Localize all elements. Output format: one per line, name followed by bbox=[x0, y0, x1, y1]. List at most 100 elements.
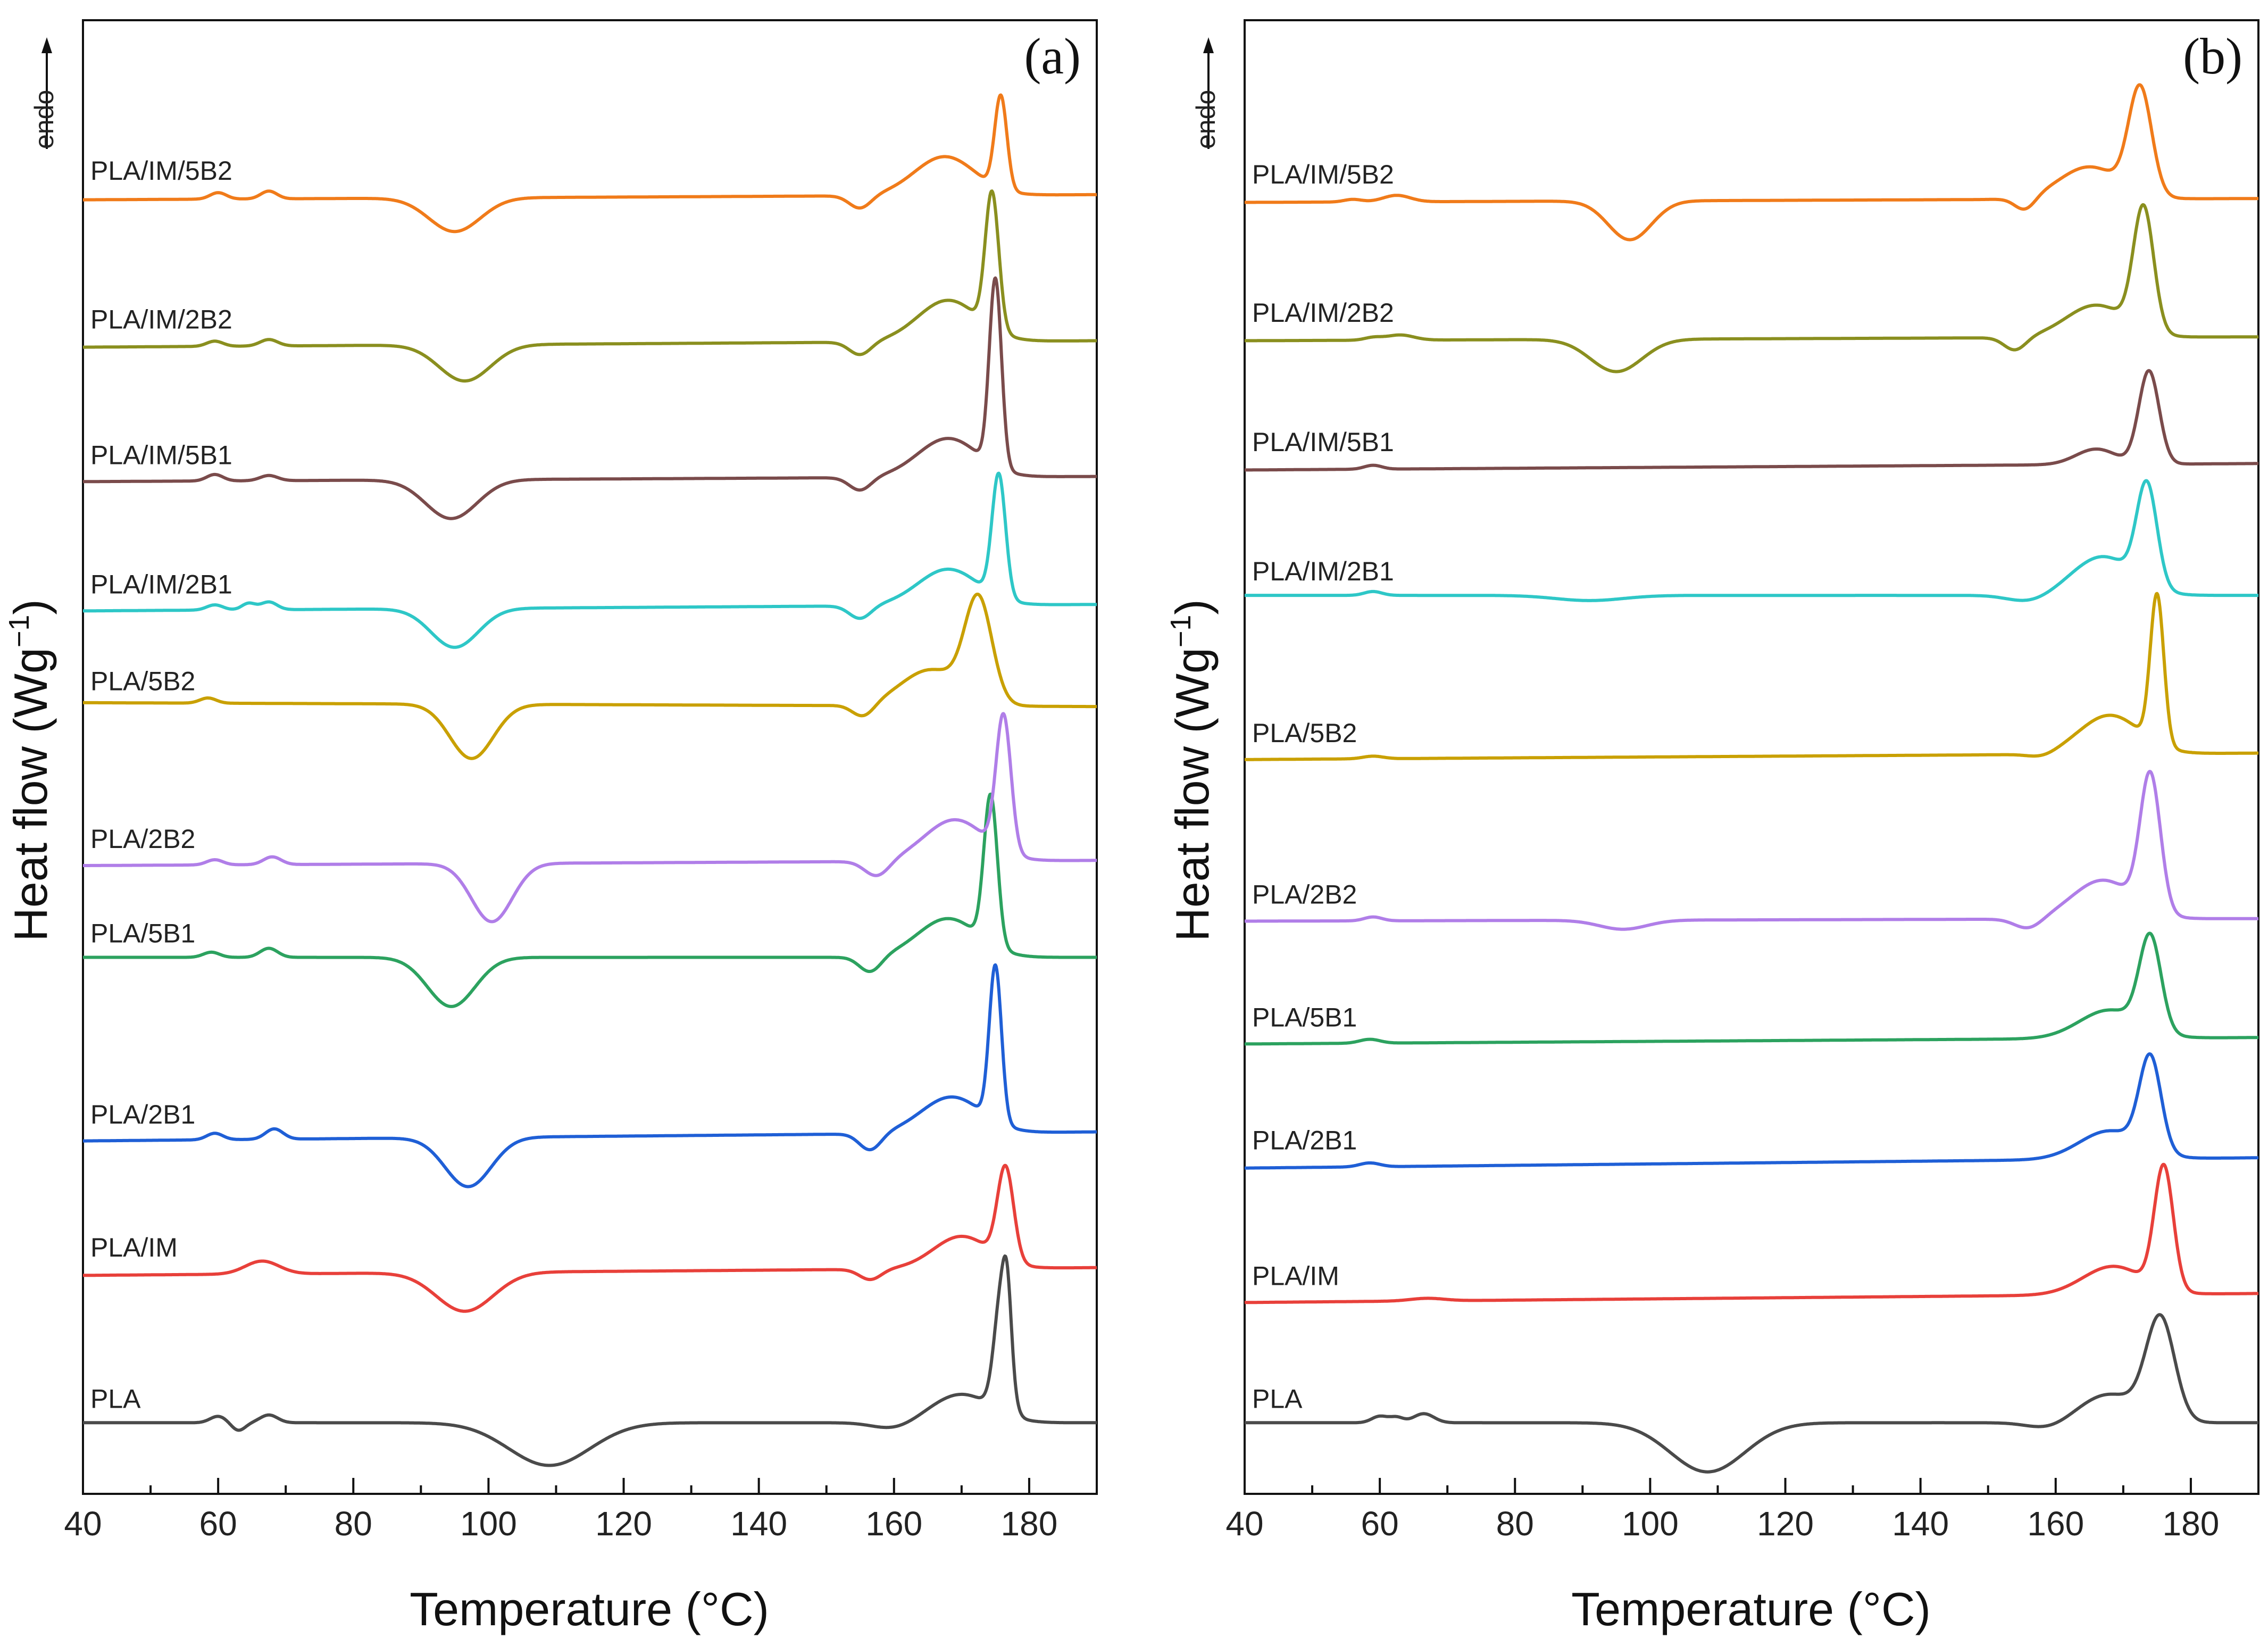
x-tick-label: 60 bbox=[1361, 1504, 1399, 1543]
y-axis-title-a: Heat flow (Wg−1) bbox=[3, 599, 57, 941]
series-pla-5b1: PLA/5B1 bbox=[82, 792, 1098, 1008]
series-line bbox=[82, 93, 1098, 234]
series-label: PLA/IM/2B2 bbox=[90, 304, 232, 334]
series-pla-im-2b1: PLA/IM/2B1 bbox=[1244, 479, 2259, 602]
plot-frame bbox=[82, 19, 1098, 1495]
series-line bbox=[1244, 83, 2259, 242]
series-label: PLA/IM/2B1 bbox=[1252, 556, 1394, 586]
x-tick-label: 140 bbox=[730, 1504, 787, 1543]
y-axis-title-superscript: −1 bbox=[1165, 615, 1197, 648]
x-tick-label: 180 bbox=[1001, 1504, 1058, 1543]
x-tick-label: 180 bbox=[2163, 1504, 2220, 1543]
series-label: PLA/IM/5B1 bbox=[1252, 427, 1394, 457]
series-label: PLA/IM/5B2 bbox=[90, 156, 232, 186]
series-label: PLA/IM/5B2 bbox=[1252, 160, 1394, 189]
series-line bbox=[1244, 1313, 2259, 1474]
series-line bbox=[1244, 479, 2259, 602]
series-label: PLA/2B1 bbox=[1252, 1125, 1357, 1155]
series-pla-im-5b2: PLA/IM/5B2 bbox=[1244, 83, 2259, 242]
series-label: PLA/5B1 bbox=[90, 919, 195, 949]
series-line bbox=[82, 471, 1098, 649]
svg-text:Heat flow (Wg−1): Heat flow (Wg−1) bbox=[1165, 599, 1219, 941]
series-line bbox=[1244, 1162, 2259, 1304]
series-pla-im: PLA/IM bbox=[1244, 1162, 2259, 1304]
endo-arrow-head-icon bbox=[1203, 37, 1214, 53]
series-pla-2b1: PLA/2B1 bbox=[82, 963, 1098, 1188]
panel-a: 40 60 80 100 120 140 160 180 (a) PLA PLA/IM PLA/2B1… bbox=[64, 19, 1098, 1543]
series-label: PLA/2B2 bbox=[90, 824, 195, 854]
series-pla-2b2: PLA/2B2 bbox=[1244, 770, 2259, 931]
plot-frame bbox=[1244, 19, 2259, 1495]
x-tick-label: 80 bbox=[335, 1504, 372, 1543]
panel-b: 40 60 80 100 120 140 160 180 (b) PLA PLA/IM PLA/2B1… bbox=[1225, 19, 2259, 1543]
x-tick-label: 140 bbox=[1892, 1504, 1949, 1543]
panel-label: (a) bbox=[1024, 28, 1081, 85]
series-pla-2b1: PLA/2B1 bbox=[1244, 1052, 2259, 1170]
y-axis-title-superscript: −1 bbox=[3, 615, 35, 648]
series-pla-im-2b2: PLA/IM/2B2 bbox=[82, 189, 1098, 383]
series-line bbox=[1244, 592, 2259, 761]
endo-arrow-head-icon bbox=[41, 37, 52, 53]
series-line bbox=[82, 1163, 1098, 1313]
series-line bbox=[1244, 770, 2259, 931]
series-pla-im: PLA/IM bbox=[82, 1163, 1098, 1313]
series-label: PLA/IM/2B2 bbox=[1252, 298, 1394, 328]
series-label: PLA/5B1 bbox=[1252, 1003, 1357, 1033]
panel-label: (b) bbox=[2183, 28, 2242, 85]
series-pla-im-5b1: PLA/IM/5B1 bbox=[1244, 369, 2259, 472]
series-label: PLA bbox=[90, 1384, 141, 1414]
series-line bbox=[1244, 203, 2259, 373]
series-label: PLA/IM/5B1 bbox=[90, 440, 232, 470]
endo-label: endo bbox=[1191, 90, 1221, 149]
x-tick-label: 120 bbox=[1757, 1504, 1814, 1543]
series-line bbox=[82, 1254, 1098, 1467]
series-label: PLA bbox=[1252, 1384, 1303, 1414]
y-axis-title-text: Heat flow (Wg bbox=[1166, 647, 1219, 942]
series-line bbox=[82, 792, 1098, 1008]
series-line bbox=[82, 712, 1098, 924]
y-axis-title-close: ) bbox=[4, 599, 57, 614]
endo-indicator-b: endo bbox=[1191, 37, 1221, 149]
series-label: PLA/IM/2B1 bbox=[90, 569, 232, 599]
x-tick-label: 160 bbox=[865, 1504, 922, 1543]
x-axis-title-a: Temperature (°C) bbox=[410, 1583, 769, 1635]
series-pla: PLA bbox=[1244, 1313, 2259, 1474]
series-pla-2b2: PLA/2B2 bbox=[82, 712, 1098, 924]
series-label: PLA/IM bbox=[90, 1233, 178, 1262]
y-axis-title-text: Heat flow (Wg bbox=[4, 647, 57, 942]
series-line bbox=[82, 593, 1098, 760]
series-line bbox=[1244, 369, 2259, 472]
series-pla-im-2b1: PLA/IM/2B1 bbox=[82, 471, 1098, 649]
x-tick-label: 80 bbox=[1496, 1504, 1534, 1543]
series-pla-im-5b2: PLA/IM/5B2 bbox=[82, 93, 1098, 234]
series-pla-im-5b1: PLA/IM/5B1 bbox=[82, 276, 1098, 520]
x-tick-label: 40 bbox=[64, 1504, 102, 1543]
y-axis-title-close: ) bbox=[1166, 599, 1219, 614]
x-tick-label: 60 bbox=[199, 1504, 237, 1543]
series-label: PLA/2B1 bbox=[90, 1100, 195, 1129]
series-pla-5b1: PLA/5B1 bbox=[1244, 932, 2259, 1046]
series-line bbox=[82, 276, 1098, 520]
series-line bbox=[1244, 932, 2259, 1046]
series-pla-5b2: PLA/5B2 bbox=[82, 593, 1098, 760]
series-label: PLA/IM bbox=[1252, 1261, 1339, 1291]
x-tick-label: 160 bbox=[2027, 1504, 2084, 1543]
series-line bbox=[82, 189, 1098, 383]
series-pla-5b2: PLA/5B2 bbox=[1244, 592, 2259, 761]
endo-indicator-a: endo bbox=[29, 37, 59, 149]
endo-label: endo bbox=[29, 90, 59, 149]
series-pla: PLA bbox=[82, 1254, 1098, 1467]
series-pla-im-2b2: PLA/IM/2B2 bbox=[1244, 203, 2259, 373]
y-axis-title-b: Heat flow (Wg−1) bbox=[1165, 599, 1219, 941]
series-line bbox=[82, 963, 1098, 1188]
svg-text:Heat flow (Wg−1): Heat flow (Wg−1) bbox=[3, 599, 57, 941]
x-axis-title-b: Temperature (°C) bbox=[1571, 1583, 1931, 1635]
series-label: PLA/5B2 bbox=[1252, 718, 1357, 748]
x-tick-label: 100 bbox=[460, 1504, 517, 1543]
x-tick-label: 100 bbox=[1622, 1504, 1679, 1543]
x-tick-label: 120 bbox=[595, 1504, 652, 1543]
series-label: PLA/5B2 bbox=[90, 667, 195, 696]
series-line bbox=[1244, 1052, 2259, 1170]
x-tick-label: 40 bbox=[1225, 1504, 1263, 1543]
